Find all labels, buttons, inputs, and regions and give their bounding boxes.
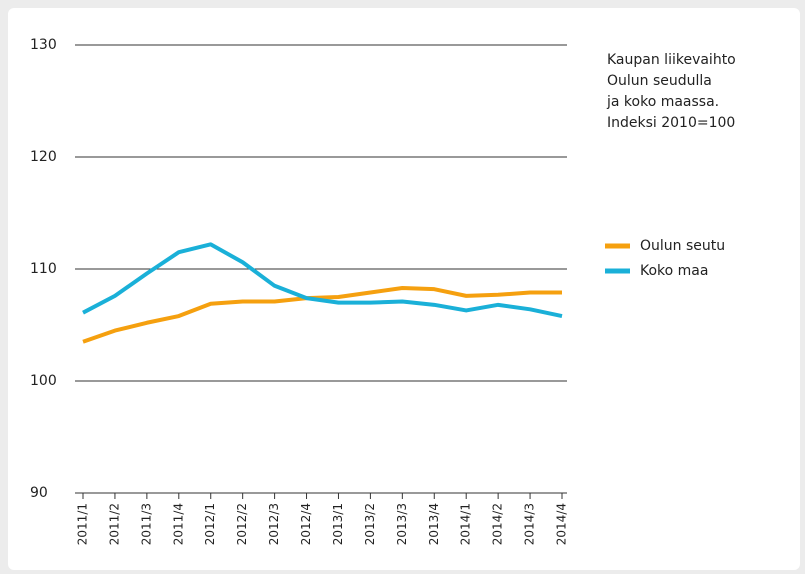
x-tick-label: 2013/4 (427, 503, 441, 545)
y-tick-label: 130 (30, 37, 57, 53)
legend-label: Koko maa (640, 263, 708, 279)
y-tick-label: 100 (30, 373, 57, 389)
chart-title: ja koko maassa. (606, 94, 719, 110)
chart-title: Oulun seudulla (607, 73, 712, 89)
x-tick-label: 2013/2 (363, 503, 377, 545)
y-tick-label: 110 (30, 261, 57, 277)
x-tick-label: 2011/1 (76, 503, 90, 545)
x-tick-label: 2014/3 (523, 503, 537, 545)
x-tick-label: 2011/3 (139, 503, 153, 545)
x-tick-label: 2014/2 (491, 503, 505, 545)
y-tick-label: 90 (30, 485, 48, 501)
x-tick-label: 2012/2 (235, 503, 249, 545)
x-tick-label: 2013/3 (395, 503, 409, 545)
x-tick-label: 2014/1 (459, 503, 473, 545)
x-tick-label: 2012/1 (203, 503, 217, 545)
x-tick-label: 2014/4 (555, 503, 569, 545)
x-tick-label: 2012/4 (299, 503, 313, 545)
x-tick-label: 2011/2 (107, 503, 121, 545)
chart-title: Indeksi 2010=100 (607, 115, 735, 131)
line-series (82, 242, 563, 318)
legend-label: Oulun seutu (640, 238, 725, 254)
x-tick-label: 2012/3 (267, 503, 281, 545)
y-tick-label: 120 (30, 149, 57, 165)
x-tick-label: 2011/4 (171, 503, 185, 545)
line-series (82, 286, 562, 344)
x-tick-label: 2013/1 (331, 503, 345, 545)
chart-title: Kaupan liikevaihto (607, 52, 736, 68)
